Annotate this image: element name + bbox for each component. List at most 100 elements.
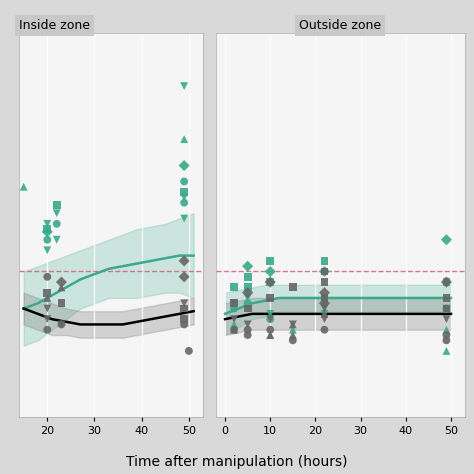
Point [266, 310, 274, 318]
Point [244, 320, 251, 328]
Point [321, 294, 328, 302]
Point [58, 278, 65, 286]
Point [181, 257, 188, 264]
Point [244, 283, 251, 291]
Point [289, 320, 297, 328]
Point [289, 283, 297, 291]
Point [321, 257, 328, 264]
Point [53, 220, 61, 228]
Point [244, 300, 251, 307]
Point [58, 283, 65, 291]
Point [321, 300, 328, 307]
Point [266, 326, 274, 334]
Point [289, 337, 297, 344]
Point [266, 331, 274, 339]
Point [230, 300, 238, 307]
Point [443, 278, 450, 286]
Point [321, 326, 328, 334]
Point [321, 305, 328, 312]
Point [321, 300, 328, 307]
Text: Time after manipulation (hours): Time after manipulation (hours) [126, 455, 348, 469]
Point [58, 320, 65, 328]
Point [443, 337, 450, 344]
Point [181, 135, 188, 143]
Point [443, 305, 450, 312]
Point [58, 320, 65, 328]
Point [181, 193, 188, 201]
Point [443, 278, 450, 286]
Point [443, 305, 450, 312]
Point [44, 315, 51, 323]
Point [289, 320, 297, 328]
Point [321, 315, 328, 323]
Point [181, 315, 188, 323]
Point [181, 320, 188, 328]
Point [266, 278, 274, 286]
Point [266, 331, 274, 339]
Point [321, 289, 328, 296]
Point [230, 305, 238, 312]
Point [321, 268, 328, 275]
Point [443, 347, 450, 355]
Point [443, 331, 450, 339]
Point [443, 326, 450, 334]
Point [181, 188, 188, 196]
Point [244, 273, 251, 281]
Point [44, 220, 51, 228]
Point [244, 331, 251, 339]
Point [244, 294, 251, 302]
Point [44, 305, 51, 312]
Point [181, 305, 188, 312]
Point [289, 331, 297, 339]
Point [230, 320, 238, 328]
Point [321, 294, 328, 302]
Point [181, 162, 188, 169]
Point [230, 326, 238, 334]
Point [321, 310, 328, 318]
Point [58, 300, 65, 307]
Text: Inside zone: Inside zone [19, 19, 90, 32]
Point [44, 246, 51, 254]
Point [181, 300, 188, 307]
Point [230, 326, 238, 334]
Point [244, 289, 251, 296]
Point [230, 315, 238, 323]
Point [244, 305, 251, 312]
Point [44, 273, 51, 281]
Point [266, 315, 274, 323]
Point [230, 283, 238, 291]
Point [185, 347, 192, 355]
Point [53, 201, 61, 209]
Point [44, 225, 51, 233]
Point [289, 326, 297, 334]
Point [230, 300, 238, 307]
Point [181, 273, 188, 281]
Point [44, 228, 51, 236]
Point [321, 278, 328, 286]
Point [53, 210, 61, 217]
Point [266, 278, 274, 286]
Point [443, 315, 450, 323]
Point [181, 215, 188, 222]
Point [244, 263, 251, 270]
Point [321, 268, 328, 275]
Point [321, 310, 328, 318]
Point [244, 326, 251, 334]
Point [266, 294, 274, 302]
Point [443, 305, 450, 312]
Point [443, 294, 450, 302]
Point [181, 178, 188, 185]
Point [181, 199, 188, 207]
Point [266, 268, 274, 275]
Point [44, 289, 51, 296]
Point [181, 82, 188, 90]
Point [443, 236, 450, 244]
Point [53, 236, 61, 244]
Point [321, 294, 328, 302]
Point [44, 236, 51, 244]
Point [44, 326, 51, 334]
Title: Outside zone: Outside zone [299, 19, 381, 32]
Point [266, 257, 274, 264]
Point [20, 183, 27, 191]
Point [44, 294, 51, 302]
